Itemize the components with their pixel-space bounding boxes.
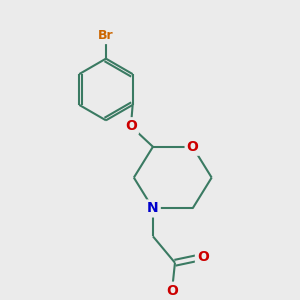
Text: O: O [187, 140, 199, 154]
Text: Br: Br [98, 29, 114, 42]
Text: O: O [197, 250, 209, 264]
Text: O: O [125, 119, 137, 133]
Text: O: O [166, 284, 178, 298]
Text: N: N [147, 201, 159, 215]
